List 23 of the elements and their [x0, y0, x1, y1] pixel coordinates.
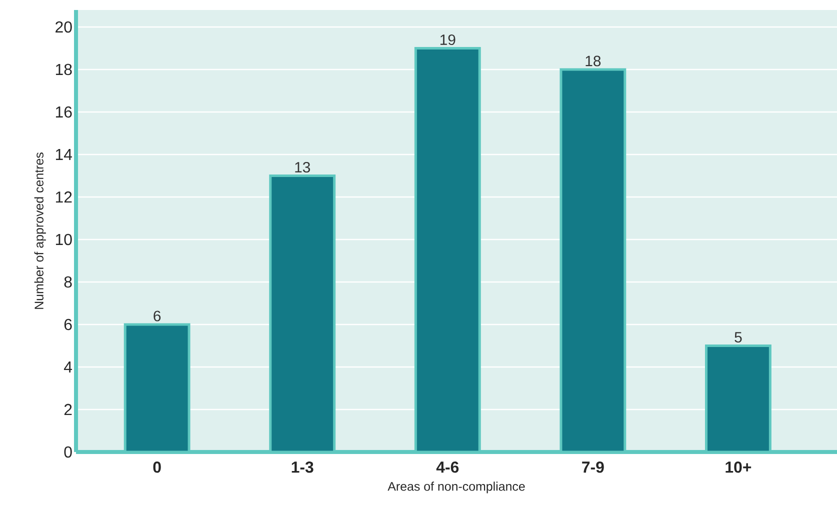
y-tick-label: 4 [64, 362, 72, 372]
x-tick-label: 10+ [726, 462, 752, 473]
x-tick-label: 1-3 [292, 462, 314, 473]
y-tick-label: 8 [64, 276, 72, 288]
x-axis-title: Areas of non-compliance [388, 482, 525, 494]
y-tick-label: 14 [56, 149, 72, 160]
y-tick-label: 16 [56, 106, 72, 118]
data-label: 6 [154, 310, 161, 322]
y-tick-label: 20 [56, 21, 72, 33]
data-label: 19 [440, 34, 456, 46]
data-label: 5 [734, 332, 742, 343]
y-tick-label: 10 [56, 234, 72, 246]
y-tick-label: 6 [64, 318, 72, 330]
y-axis-title: Number of approved centres [34, 152, 46, 309]
x-tick-label: 0 [153, 462, 161, 473]
x-tick-label: 7-9 [582, 462, 604, 473]
y-tick-label: 18 [56, 64, 72, 76]
data-label: 13 [295, 162, 310, 173]
y-tick-label: 12 [56, 191, 72, 203]
x-tick-label: 4-6 [436, 462, 459, 473]
y-tick-label: 0 [64, 446, 72, 458]
y-tick-label: 2 [64, 404, 72, 416]
data-label: 18 [586, 56, 601, 66]
